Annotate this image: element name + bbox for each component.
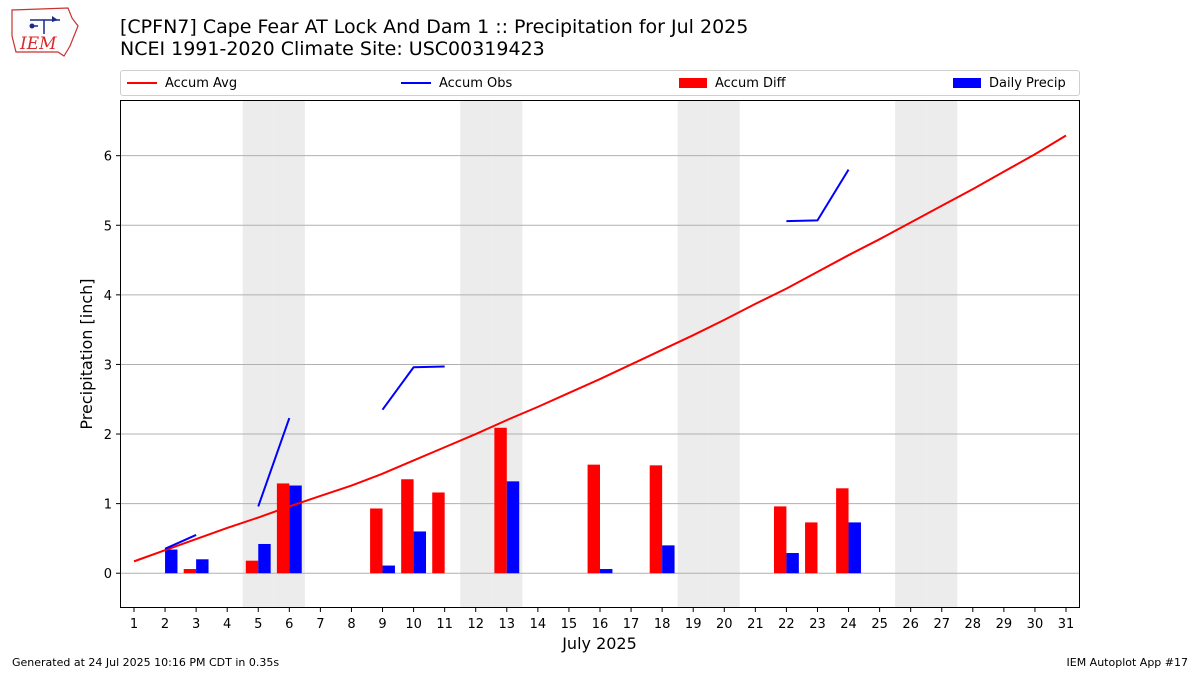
x-axis-label: July 2025	[561, 634, 637, 653]
y-tick-label-2: 2	[104, 428, 112, 443]
bar-accum-diff-day-18	[649, 465, 663, 574]
x-tick-label-20: 20	[716, 617, 733, 632]
x-tick-label-15: 15	[561, 617, 578, 632]
x-tick-label-1: 1	[130, 617, 138, 632]
line-accum-obs-segment-4	[786, 169, 850, 223]
bar-accum-diff-day-24	[836, 488, 849, 574]
bar-daily-precip-day-13	[506, 481, 520, 574]
bar-daily-precip-day-18	[662, 545, 675, 574]
x-tick-label-12: 12	[467, 617, 484, 632]
x-tick-label-17: 17	[623, 617, 640, 632]
bar-accum-diff-day-22	[773, 506, 787, 574]
x-tick-label-28: 28	[965, 617, 982, 632]
title-line-1: [CPFN7] Cape Fear AT Lock And Dam 1 :: P…	[120, 16, 749, 38]
x-tick-label-24: 24	[840, 617, 857, 632]
x-tick-label-13: 13	[499, 617, 516, 632]
bar-daily-precip-day-16	[600, 569, 613, 574]
x-tick-label-22: 22	[778, 617, 795, 632]
legend-item-accum-avg: Accum Avg	[127, 71, 237, 95]
x-tick-label-14: 14	[530, 617, 547, 632]
bar-daily-precip-day-24	[848, 522, 861, 574]
bar-accum-diff-day-23	[805, 522, 818, 574]
y-tick-label-5: 5	[104, 219, 112, 234]
bar-accum-diff-day-5	[245, 560, 259, 574]
chart-legend: Accum Avg Accum Obs Accum Diff Daily Pre…	[120, 70, 1080, 96]
x-tick-label-2: 2	[161, 617, 169, 632]
legend-item-accum-diff: Accum Diff	[679, 71, 786, 95]
x-tick-label-9: 9	[378, 617, 386, 632]
x-tick-label-5: 5	[254, 617, 262, 632]
x-tick-label-29: 29	[996, 617, 1013, 632]
x-tick-label-25: 25	[871, 617, 888, 632]
legend-swatch-accum-diff	[679, 78, 707, 88]
x-tick-label-8: 8	[347, 617, 355, 632]
logo-text: IEM	[19, 34, 57, 54]
bar-accum-diff-day-9	[370, 508, 383, 574]
bar-daily-precip-day-10	[413, 531, 427, 574]
weekend-shade-day-19	[677, 100, 709, 608]
weekend-shade-day-12	[460, 100, 492, 608]
x-tick-label-18: 18	[654, 617, 671, 632]
weekend-shade-day-26	[895, 100, 927, 608]
legend-item-accum-obs: Accum Obs	[401, 71, 512, 95]
x-tick-label-11: 11	[436, 617, 453, 632]
x-tick-label-27: 27	[933, 617, 950, 632]
legend-label-accum-diff: Accum Diff	[715, 75, 786, 91]
x-tick-label-19: 19	[685, 617, 702, 632]
footer-generated: Generated at 24 Jul 2025 10:16 PM CDT in…	[12, 656, 280, 669]
x-tick-label-3: 3	[192, 617, 200, 632]
bar-accum-diff-day-13	[494, 427, 507, 574]
bar-daily-precip-day-3	[196, 559, 209, 574]
legend-swatch-daily-precip	[953, 78, 981, 88]
line-accum-obs-segment-2	[257, 417, 291, 507]
y-tick-label-3: 3	[104, 358, 112, 373]
weekend-shade-day-20	[708, 100, 740, 608]
x-tick-label-7: 7	[316, 617, 324, 632]
bar-daily-precip-day-9	[382, 565, 395, 574]
x-tick-label-21: 21	[747, 617, 764, 632]
bar-accum-diff-day-16	[587, 464, 600, 574]
y-tick-label-4: 4	[104, 289, 112, 304]
bar-accum-diff-day-3	[183, 569, 197, 574]
legend-swatch-accum-avg	[127, 82, 157, 84]
line-accum-obs-segment-3	[381, 365, 445, 411]
x-tick-label-30: 30	[1027, 617, 1044, 632]
x-tick-label-10: 10	[405, 617, 422, 632]
y-tick-label-0: 0	[104, 567, 112, 582]
plot-frame	[120, 100, 1080, 608]
legend-item-daily-precip: Daily Precip	[953, 71, 1066, 95]
line-accum-obs-segment-1	[164, 534, 197, 550]
legend-label-accum-obs: Accum Obs	[439, 75, 513, 91]
x-tick-label-16: 16	[592, 617, 609, 632]
y-tick-label-1: 1	[104, 498, 112, 513]
footer-app: IEM Autoplot App #17	[1066, 656, 1189, 669]
iem-logo: IEM	[8, 6, 80, 58]
x-tick-label-26: 26	[902, 617, 919, 632]
weekend-shade-day-5	[242, 100, 274, 608]
x-tick-label-31: 31	[1058, 617, 1075, 632]
bar-daily-precip-day-2	[165, 549, 178, 574]
x-tick-label-23: 23	[809, 617, 826, 632]
bar-accum-diff-day-6	[276, 483, 290, 574]
x-tick-label-6: 6	[285, 617, 293, 632]
bar-daily-precip-day-5	[258, 543, 271, 574]
iowa-map-icon: IEM	[11, 7, 79, 57]
y-tick-label-6: 6	[104, 150, 112, 165]
x-tick-label-4: 4	[223, 617, 231, 632]
bar-accum-diff-day-11	[432, 492, 445, 574]
bar-daily-precip-day-22	[786, 553, 799, 574]
weekend-shade-day-27	[926, 100, 958, 608]
line-accum-avg	[133, 134, 1067, 563]
chart-title: [CPFN7] Cape Fear AT Lock And Dam 1 :: P…	[120, 16, 748, 60]
legend-label-daily-precip: Daily Precip	[989, 75, 1066, 91]
bar-daily-precip-day-6	[289, 485, 302, 574]
title-line-2: NCEI 1991-2020 Climate Site: USC00319423	[120, 38, 545, 60]
legend-label-accum-avg: Accum Avg	[165, 75, 238, 91]
y-axis-label: Precipitation [inch]	[77, 278, 96, 429]
bar-accum-diff-day-10	[401, 479, 414, 574]
legend-swatch-accum-obs	[401, 82, 431, 84]
